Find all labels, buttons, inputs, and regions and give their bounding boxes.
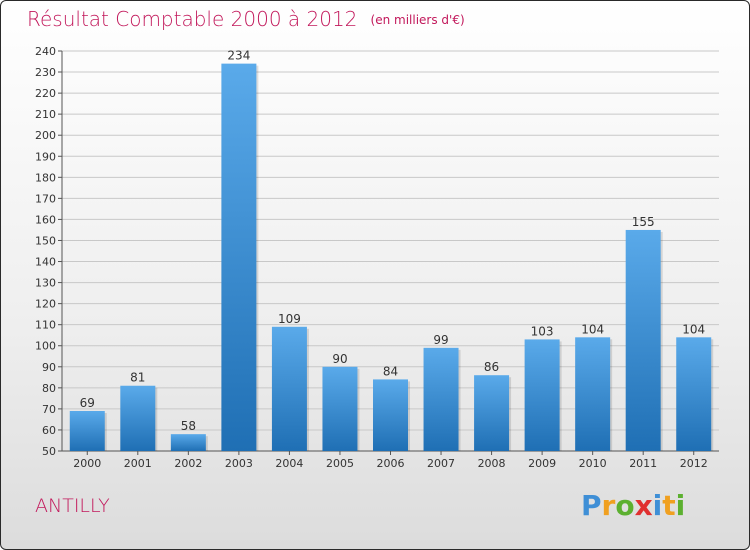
chart-title-main: Résultat Comptable 2000 à 2012: [27, 7, 358, 31]
data-label: 90: [332, 352, 347, 366]
y-tick-label: 50: [42, 445, 56, 458]
logo-letter: i: [652, 489, 663, 522]
bar-2010: [575, 337, 611, 451]
data-label: 103: [531, 324, 554, 338]
logo-letter: x: [634, 489, 653, 522]
bar-2012: [676, 337, 712, 451]
x-tick-label: 2004: [275, 457, 303, 470]
logo-letter: i: [675, 489, 686, 522]
data-label: 109: [278, 312, 301, 326]
y-tick-label: 240: [35, 45, 56, 58]
data-label: 81: [130, 371, 145, 385]
commune-name: ANTILLY: [35, 495, 110, 517]
data-label: 104: [581, 322, 604, 336]
bar-2008: [474, 375, 510, 451]
data-label: 58: [181, 419, 196, 433]
y-tick-label: 60: [42, 424, 56, 437]
y-tick-label: 200: [35, 129, 56, 142]
y-tick-label: 210: [35, 108, 56, 121]
bar-2001: [120, 385, 156, 451]
data-label: 155: [632, 215, 655, 229]
x-tick-label: 2001: [124, 457, 152, 470]
bar-2004: [271, 326, 307, 451]
x-tick-label: 2003: [225, 457, 253, 470]
x-tick-label: 2000: [73, 457, 101, 470]
y-tick-label: 180: [35, 171, 56, 184]
logo-letter: t: [662, 489, 676, 522]
x-tick-label: 2002: [174, 457, 202, 470]
y-tick-label: 130: [35, 277, 56, 290]
logo-letter: r: [601, 489, 616, 522]
logo-letter: P: [581, 489, 602, 522]
logo-letter: o: [615, 489, 635, 522]
bar-2003: [221, 63, 257, 451]
data-label: 69: [80, 396, 95, 410]
y-tick-label: 80: [42, 382, 56, 395]
y-tick-label: 190: [35, 150, 56, 163]
x-tick-label: 2011: [629, 457, 657, 470]
bar-2000: [69, 411, 105, 451]
y-tick-label: 90: [42, 361, 56, 374]
bar-2007: [423, 347, 459, 451]
x-tick-label: 2010: [579, 457, 607, 470]
y-tick-label: 220: [35, 87, 56, 100]
data-label: 84: [383, 364, 398, 378]
bar-2002: [170, 434, 206, 451]
x-tick-label: 2008: [478, 457, 506, 470]
y-tick-label: 110: [35, 319, 56, 332]
bar-2009: [524, 339, 560, 451]
y-tick-label: 170: [35, 192, 56, 205]
chart-title: Résultat Comptable 2000 à 2012 (en milli…: [27, 7, 465, 31]
y-tick-label: 70: [42, 403, 56, 416]
data-label: 99: [433, 333, 448, 347]
y-tick-label: 140: [35, 256, 56, 269]
bar-2005: [322, 366, 358, 451]
proxiti-logo: Proxiti: [581, 489, 685, 522]
chart-title-unit: (en milliers d'€): [370, 13, 465, 27]
x-tick-label: 2006: [377, 457, 405, 470]
data-labels: 69 81 58 234 109 90 84 99 86 103 104 155 104: [80, 49, 706, 434]
data-label: 234: [227, 49, 250, 63]
y-tick-label: 230: [35, 66, 56, 79]
x-tick-label: 2012: [680, 457, 708, 470]
bars: [69, 63, 714, 451]
x-tick-label: 2005: [326, 457, 354, 470]
x-tick-label: 2009: [528, 457, 556, 470]
y-tick-label: 150: [35, 234, 56, 247]
x-tick-label: 2007: [427, 457, 455, 470]
axes: 50 60 70 80 90 100 110 120 130 140 150 160 170 180 190…: [35, 45, 719, 470]
bar-2006: [373, 379, 408, 451]
data-label: 104: [682, 322, 705, 336]
y-tick-label: 100: [35, 340, 56, 353]
data-label: 86: [484, 360, 499, 374]
y-tick-label: 160: [35, 213, 56, 226]
bar-2011: [625, 229, 661, 451]
y-tick-label: 120: [35, 298, 56, 311]
